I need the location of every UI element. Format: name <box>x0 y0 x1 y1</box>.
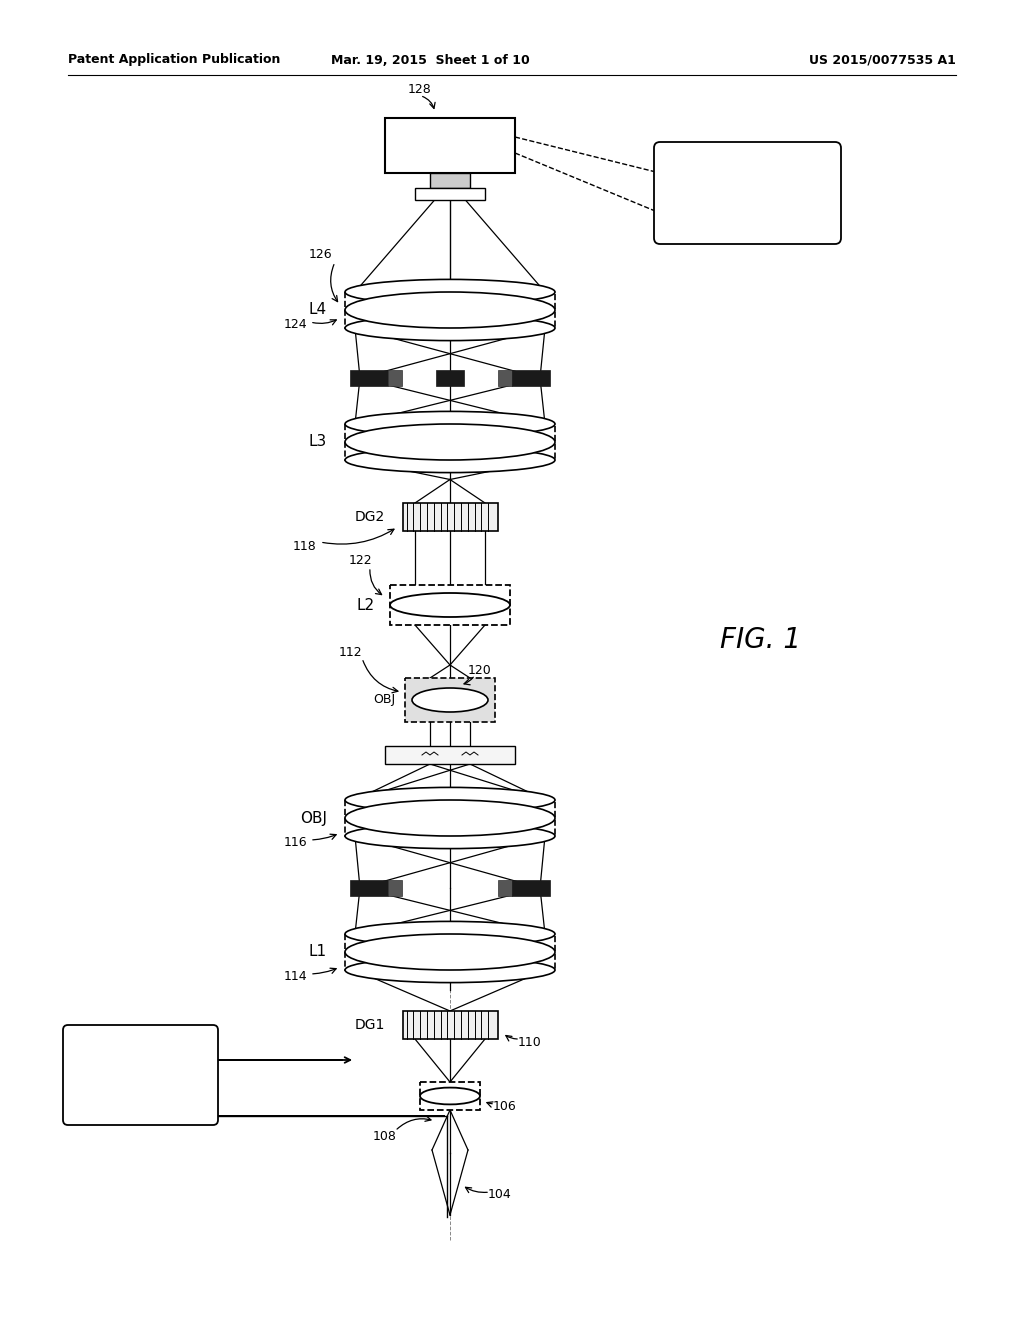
Ellipse shape <box>345 292 555 327</box>
Text: 124: 124 <box>284 318 307 331</box>
Bar <box>402 503 498 531</box>
Text: L3: L3 <box>309 434 327 450</box>
Bar <box>388 370 402 385</box>
Bar <box>345 800 555 836</box>
Text: 118: 118 <box>293 540 316 553</box>
Text: Patent Application Publication: Patent Application Publication <box>68 54 281 66</box>
Text: 112: 112 <box>338 645 361 659</box>
Text: 116: 116 <box>284 837 307 850</box>
Text: FIG. 1: FIG. 1 <box>720 626 801 653</box>
Ellipse shape <box>345 412 555 437</box>
Bar <box>345 292 555 327</box>
Bar <box>415 187 485 199</box>
Ellipse shape <box>390 593 510 616</box>
Text: L4: L4 <box>309 302 327 318</box>
Text: 108: 108 <box>373 1130 397 1143</box>
Bar <box>213 1115 445 1117</box>
Text: 106: 106 <box>494 1100 517 1113</box>
Bar <box>436 370 464 385</box>
Text: 128: 128 <box>409 83 432 96</box>
Bar <box>512 370 550 385</box>
Ellipse shape <box>420 1088 480 1105</box>
Bar <box>402 1011 498 1039</box>
Ellipse shape <box>345 921 555 946</box>
Ellipse shape <box>345 424 555 459</box>
Ellipse shape <box>345 824 555 849</box>
Bar <box>385 746 515 764</box>
Bar <box>390 585 510 624</box>
Ellipse shape <box>345 800 555 836</box>
Text: COMPUTING
DEVICE
130: COMPUTING DEVICE 130 <box>710 172 785 214</box>
Bar <box>498 880 512 896</box>
Text: DG2: DG2 <box>354 510 384 524</box>
Bar <box>350 370 388 385</box>
Text: OBJ: OBJ <box>300 810 327 825</box>
Text: Mar. 19, 2015  Sheet 1 of 10: Mar. 19, 2015 Sheet 1 of 10 <box>331 54 529 66</box>
Ellipse shape <box>345 447 555 473</box>
Bar <box>406 678 495 722</box>
Bar <box>512 880 550 896</box>
Text: CMOS: CMOS <box>423 136 477 154</box>
Ellipse shape <box>345 788 555 813</box>
Text: US 2015/0077535 A1: US 2015/0077535 A1 <box>809 54 956 66</box>
Ellipse shape <box>412 688 488 711</box>
Text: DG1: DG1 <box>354 1018 384 1032</box>
Text: 110: 110 <box>518 1036 542 1049</box>
Bar <box>385 117 515 173</box>
Text: 122: 122 <box>348 553 372 566</box>
Bar <box>388 880 402 896</box>
Text: OBJ: OBJ <box>373 693 395 706</box>
Bar <box>345 424 555 459</box>
Text: 100: 100 <box>171 1031 195 1044</box>
Text: 120: 120 <box>468 664 492 676</box>
Ellipse shape <box>345 315 555 341</box>
Text: 104: 104 <box>488 1188 512 1201</box>
Ellipse shape <box>345 935 555 970</box>
FancyBboxPatch shape <box>654 143 841 244</box>
Bar <box>350 880 388 896</box>
Ellipse shape <box>345 957 555 982</box>
FancyBboxPatch shape <box>63 1026 218 1125</box>
Bar <box>420 1082 480 1110</box>
Text: 114: 114 <box>284 970 307 983</box>
Text: SOURCE
102: SOURCE 102 <box>109 1059 172 1092</box>
Text: L1: L1 <box>309 945 327 960</box>
Text: L2: L2 <box>357 598 375 612</box>
Bar <box>345 935 555 970</box>
Text: 126: 126 <box>308 248 332 261</box>
Bar <box>430 173 470 187</box>
Bar <box>498 370 512 385</box>
Ellipse shape <box>345 280 555 305</box>
